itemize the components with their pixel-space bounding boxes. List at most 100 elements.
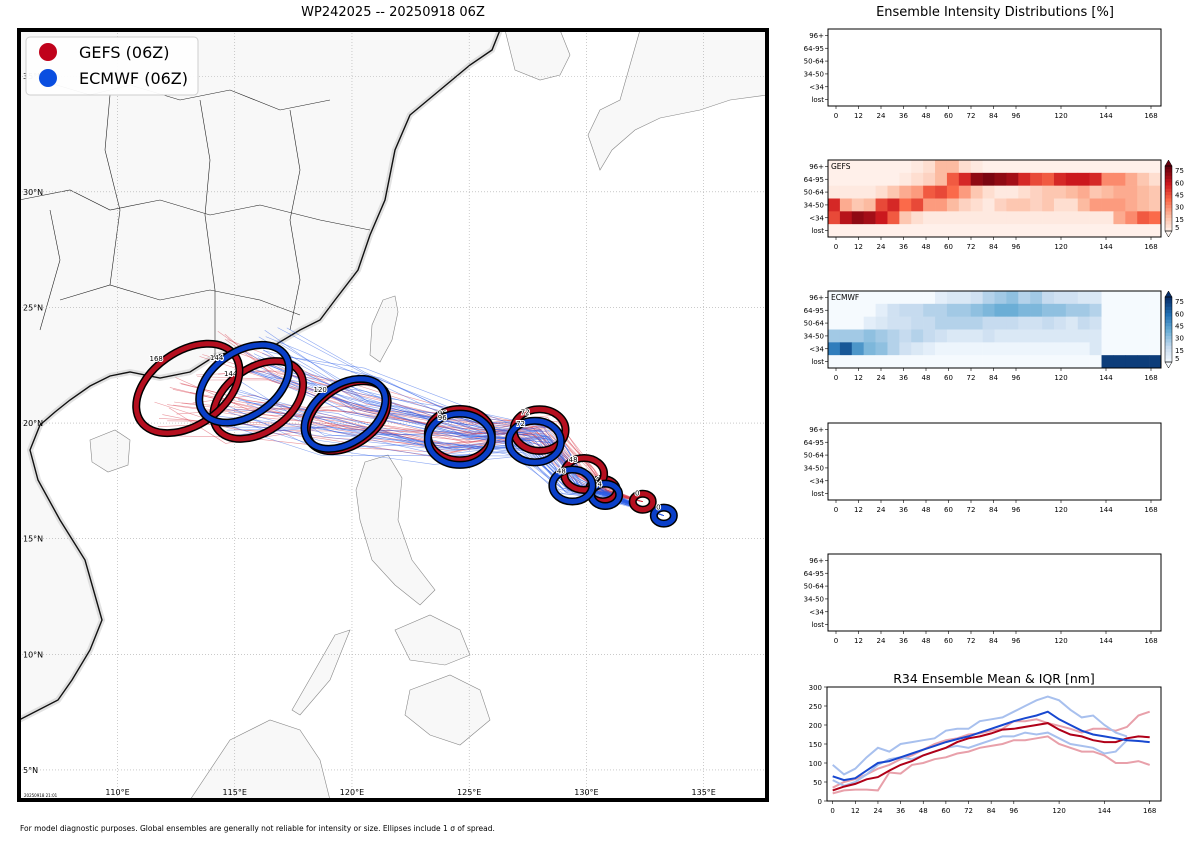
intensity-category-label: <34 [809,345,824,353]
hour-tick-label: 144 [1099,112,1113,120]
heatmap-cell [1089,211,1102,225]
intensity-category-label: 64-95 [804,439,824,447]
heatmap-cell [1006,160,1019,174]
heatmap-cell [994,224,1007,238]
intensity-category-label: 64-95 [804,570,824,578]
heatmap-cell [923,185,936,199]
heatmap-cell [1030,185,1043,199]
land-masses [19,30,767,800]
land-borneo [189,719,331,800]
heatmap-cell [946,185,960,199]
heatmap-cell [923,198,936,212]
heatmap-cell [1065,303,1079,317]
heatmap-cell [1113,316,1126,330]
heatmap-cell [1077,198,1090,212]
heatmap-cell [1137,329,1150,343]
heatmap-cell [1101,185,1114,199]
heatmap-cell [863,342,876,356]
hour-tick-label: 84 [989,112,998,120]
heatmap-cell [1113,303,1126,317]
heatmap-cell [1006,211,1019,225]
r34-y-tick: 100 [809,760,822,768]
heatmap-cell [899,211,912,225]
heatmap-cell [911,185,924,199]
heatmap-cell [839,355,853,369]
hour-tick-label: 84 [989,637,998,645]
forecast-hour-label: 144 [210,354,224,362]
heatmap-cell [1089,198,1102,212]
hour-tick-label: 48 [922,637,931,645]
heatmap-cell [1149,303,1162,317]
heatmap-cell [935,185,948,199]
spread-ellipse [423,409,496,469]
heatmap-cell [1149,355,1162,369]
forecast-hour-label: 72 [516,420,525,428]
intensity-panel: 96+ 64-95 50-64 34-50 <34 lost 0 12 24 36 48 60 72 84… [804,28,1162,120]
heatmap-cell [1101,291,1114,305]
hour-tick-label: 120 [1054,506,1067,514]
hour-tick-label: 24 [877,637,886,645]
heatmap-cell [958,303,972,317]
r34-x-tick: 84 [987,807,996,815]
hour-tick-label: 0 [834,374,838,382]
heatmap-cell [1042,185,1055,199]
heatmap-cell [1089,172,1102,186]
heatmap-cell [887,355,900,369]
intensity-category-label: 96+ [809,426,824,434]
heatmap-cell [863,303,876,317]
heatmap-cell [839,185,853,199]
forecast-hour-label: 120 [313,386,326,394]
heatmap-cell [1042,211,1055,225]
heatmap-cell [970,211,983,225]
heatmap-cell [887,185,900,199]
heatmap-cell [887,303,900,317]
heatmap-cell [899,224,912,238]
r34-series-lines [832,695,1151,795]
heatmap-cell [1101,303,1114,317]
intensity-category-label: 50-64 [804,583,825,591]
r34-y-tick: 50 [813,779,822,787]
hour-tick-label: 0 [834,112,838,120]
spread-ellipse [628,489,657,514]
colorbar-tick: 60 [1175,179,1184,187]
colorbar-tick: 15 [1175,347,1184,355]
heatmap-cell [923,303,936,317]
spread-ellipse [195,340,293,427]
hour-tick-label: 12 [854,243,863,251]
heatmap-cell [1089,316,1102,330]
heatmap-cell [828,172,841,186]
heatmap-cell [839,160,853,174]
heatmap-cell [828,211,841,225]
hour-tick-label: 72 [967,506,976,514]
heatmap-cell [1065,355,1079,369]
heatmap-cell [1042,303,1055,317]
heatmap-cell [863,211,876,225]
panel-model-label: GEFS [831,162,851,171]
colorbar-tick: 75 [1175,298,1184,306]
heatmap-cell [851,198,864,212]
heatmap-cell [875,342,888,356]
heatmap-cell [1065,160,1079,174]
intensity-category-label: 34-50 [804,70,824,78]
member-track [244,352,664,516]
intensity-category-label: 50-64 [804,320,825,328]
heatmap-cell [1137,160,1150,174]
r34-axis-ticks: 0 12 24 36 48 60 72 84 96 120 144 168 0 50 100 150 200 25… [809,684,1157,815]
r34-x-tick: 24 [873,807,882,815]
hour-tick-label: 144 [1099,637,1113,645]
heatmap-cell [1018,160,1031,174]
heatmap-cell [1065,342,1079,356]
heatmap-cell [839,291,853,305]
heatmap-cell [1101,342,1114,356]
heatmap-cell [1042,355,1055,369]
r34-y-tick: 200 [809,722,822,730]
hour-tick-label: 72 [967,637,976,645]
hour-tick-label: 24 [877,243,886,251]
heatmap-cell [1101,316,1114,330]
heatmap-cell [1137,316,1150,330]
heatmap-cell [946,291,960,305]
heatmap-cell [1089,342,1102,356]
intensity-category-label: lost [811,358,824,366]
